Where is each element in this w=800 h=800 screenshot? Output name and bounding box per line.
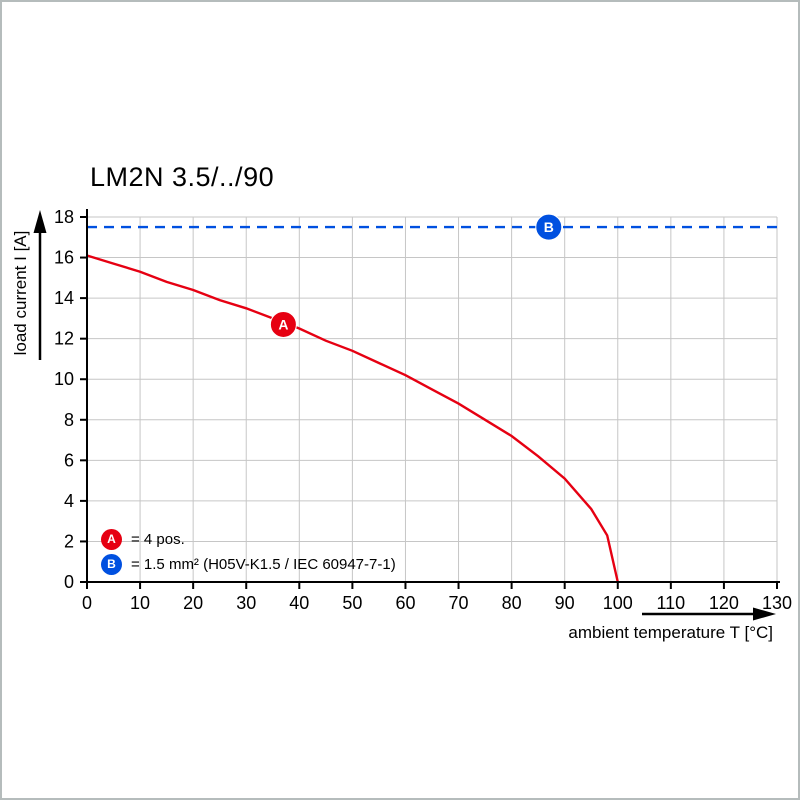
svg-text:40: 40 — [289, 593, 309, 613]
chart-title: LM2N 3.5/../90 — [90, 162, 275, 192]
svg-text:12: 12 — [54, 329, 74, 349]
svg-text:8: 8 — [64, 410, 74, 430]
svg-text:130: 130 — [762, 593, 792, 613]
svg-text:16: 16 — [54, 248, 74, 268]
legend-label-b: = 1.5 mm² (H05V-K1.5 / IEC 60947-7-1) — [131, 555, 396, 573]
svg-text:90: 90 — [555, 593, 575, 613]
legend-item-a: A = 4 pos. — [101, 528, 396, 550]
legend-item-b: B = 1.5 mm² (H05V-K1.5 / IEC 60947-7-1) — [101, 553, 396, 575]
svg-text:60: 60 — [395, 593, 415, 613]
svg-text:30: 30 — [236, 593, 256, 613]
svg-text:80: 80 — [502, 593, 522, 613]
svg-text:A: A — [278, 316, 288, 332]
svg-text:20: 20 — [183, 593, 203, 613]
chart-legend: A = 4 pos. B = 1.5 mm² (H05V-K1.5 / IEC … — [101, 528, 396, 578]
svg-text:B: B — [544, 219, 554, 235]
svg-text:18: 18 — [54, 207, 74, 227]
svg-text:4: 4 — [64, 491, 74, 511]
svg-text:6: 6 — [64, 450, 74, 470]
y-axis-label: load current I [A] — [11, 230, 30, 356]
svg-text:110: 110 — [656, 593, 685, 613]
svg-text:50: 50 — [342, 593, 362, 613]
svg-text:0: 0 — [82, 593, 92, 613]
svg-text:2: 2 — [64, 531, 74, 551]
series-b-badge-icon: B — [101, 553, 122, 575]
svg-text:100: 100 — [603, 593, 633, 613]
svg-text:0: 0 — [64, 572, 74, 592]
legend-label-a: = 4 pos. — [131, 530, 185, 548]
series-a-badge-icon: A — [101, 528, 122, 550]
svg-text:120: 120 — [709, 593, 739, 613]
svg-text:14: 14 — [54, 288, 74, 308]
x-axis-label: ambient temperature T [°C] — [568, 623, 773, 642]
svg-text:70: 70 — [449, 593, 469, 613]
svg-text:10: 10 — [130, 593, 150, 613]
svg-text:10: 10 — [54, 369, 74, 389]
